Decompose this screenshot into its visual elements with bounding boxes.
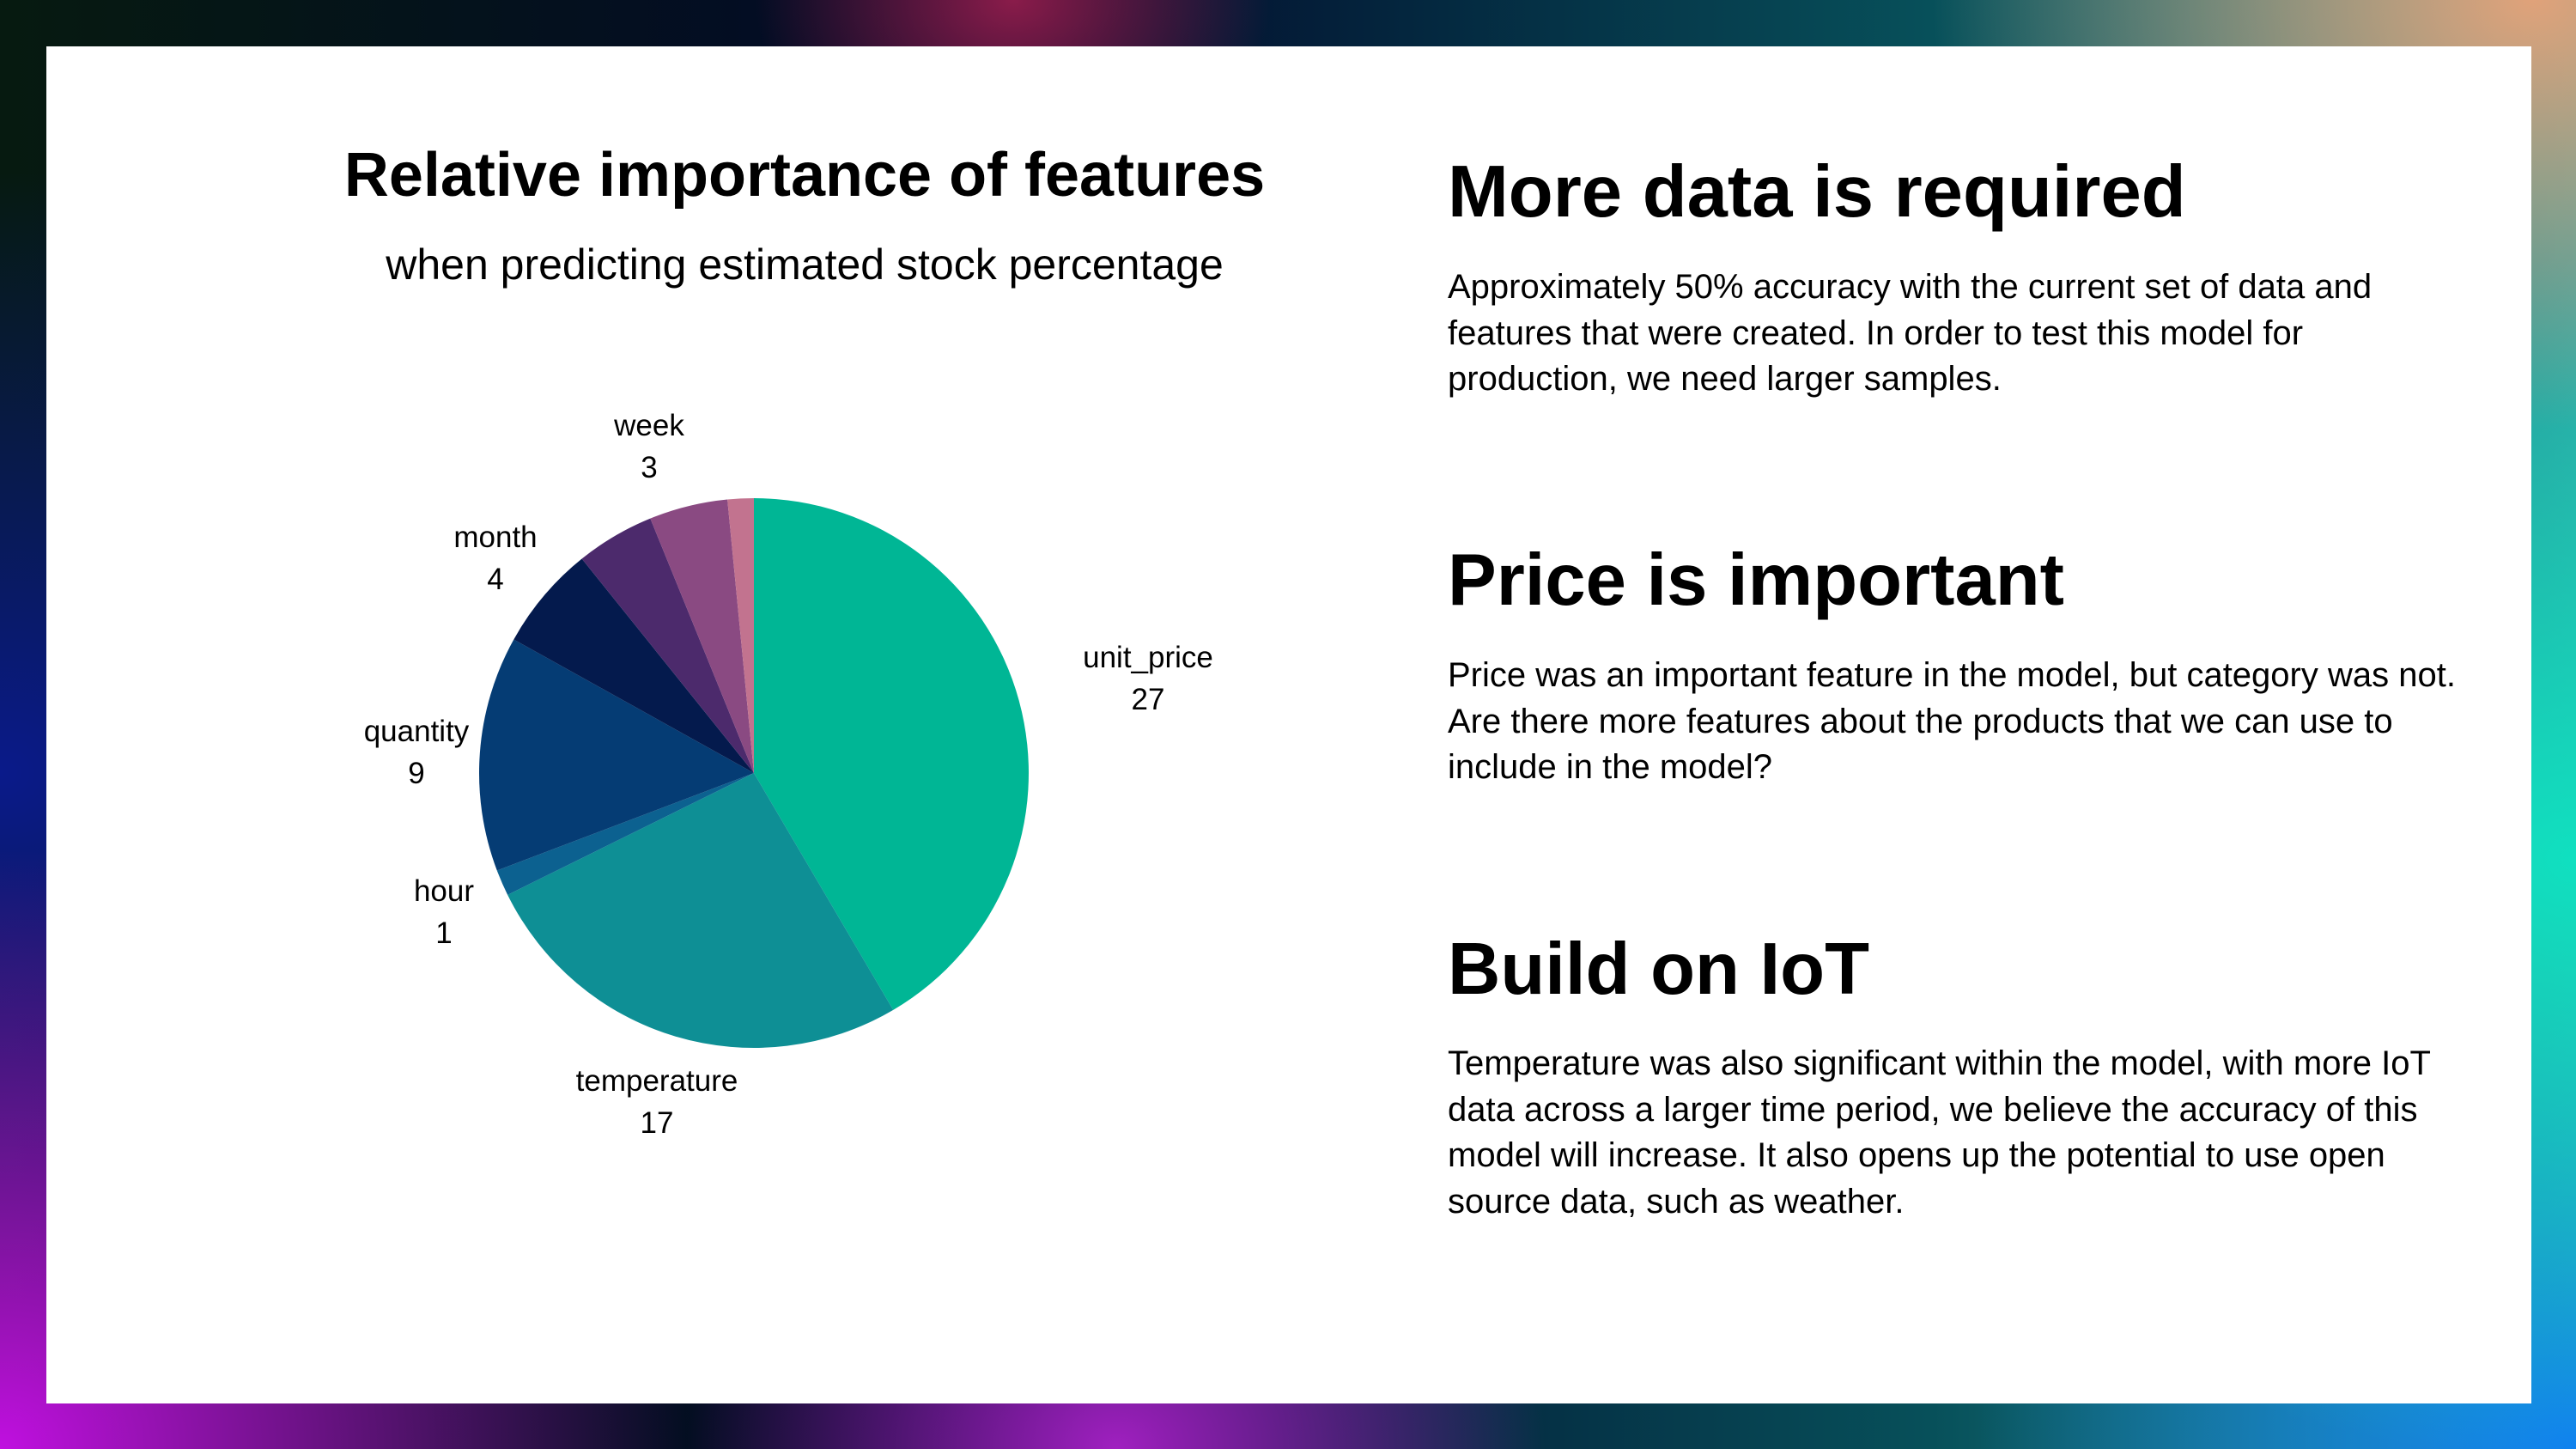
label-hour-value: 1: [435, 916, 452, 950]
pie-slice-quantity: [479, 639, 754, 871]
pie-slice-unlabeled-7: [727, 498, 754, 773]
pie-slice-hour: [496, 773, 754, 895]
pie-labels: week 3 month 4 unit_price 27 quantity 9 …: [364, 409, 1213, 1140]
pie-slice-unlabeled-5: [581, 518, 754, 773]
text-iot: Temperature was also significant within …: [1448, 1044, 2431, 1221]
heading-more-data: More data is required: [1448, 151, 2186, 233]
label-month-name: month: [453, 521, 537, 554]
label-unit-price-value: 27: [1132, 683, 1165, 716]
label-quantity-value: 9: [408, 757, 424, 790]
label-month-value: 4: [487, 563, 503, 596]
label-quantity-name: quantity: [364, 715, 470, 748]
slide: Relative importance of features when pre…: [46, 46, 2531, 1403]
label-hour-name: hour: [414, 874, 474, 908]
label-week-value: 3: [641, 451, 657, 484]
text-more-data: Approximately 50% accuracy with the curr…: [1448, 268, 2372, 398]
pie-slice-temperature: [507, 773, 894, 1049]
text-price: Price was an important feature in the mo…: [1448, 656, 2456, 786]
pie-slice-unit-price: [754, 498, 1030, 1010]
label-unit-price-name: unit_price: [1083, 641, 1213, 674]
pie-slice-week: [650, 499, 754, 773]
pie-slices: [479, 498, 1030, 1049]
pie-chart: week 3 month 4 unit_price 27 quantity 9 …: [364, 409, 1213, 1140]
chart-subtitle: when predicting estimated stock percenta…: [386, 240, 1224, 289]
label-temperature-name: temperature: [576, 1064, 738, 1098]
label-week-name: week: [613, 409, 684, 442]
heading-price: Price is important: [1448, 539, 2064, 621]
heading-iot: Build on IoT: [1448, 928, 1869, 1010]
label-temperature-value: 17: [641, 1106, 674, 1140]
chart-title: Relative importance of features: [343, 141, 1266, 210]
pie-slice-month: [513, 558, 754, 773]
